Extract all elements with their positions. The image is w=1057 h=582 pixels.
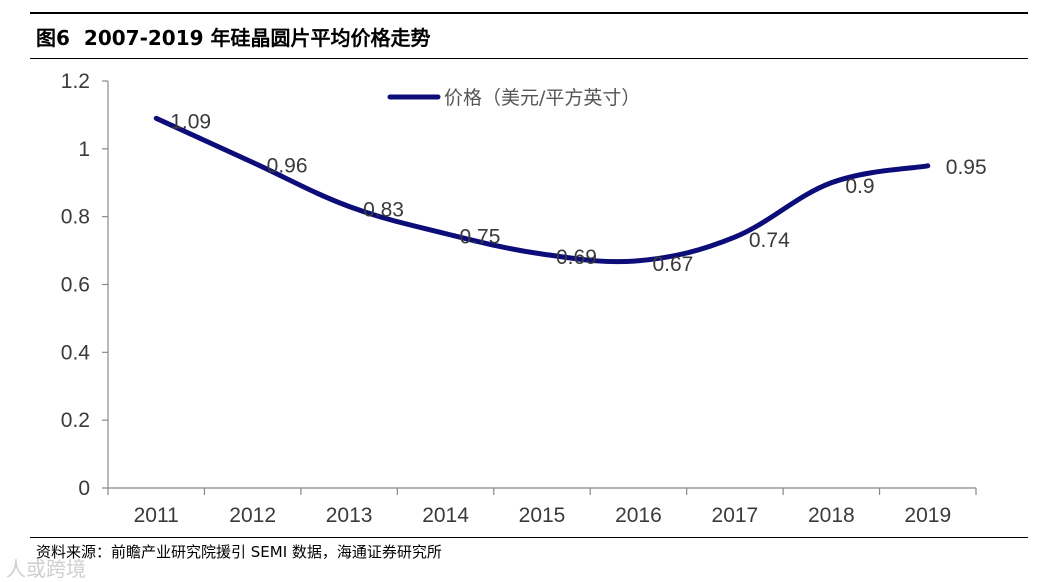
x-tick-label: 2013 xyxy=(326,504,373,527)
watermark: 人或跨境 xyxy=(6,557,86,581)
figure-title-text: 2007-2019 年硅晶圆片平均价格走势 xyxy=(83,26,431,50)
figure-number: 图6 xyxy=(36,26,70,50)
data-label: 0.83 xyxy=(363,198,404,221)
top-rule xyxy=(30,12,1028,14)
y-tick-label: 1.2 xyxy=(61,70,90,93)
x-tick-label: 2019 xyxy=(904,504,951,527)
data-label: 0.74 xyxy=(749,229,790,252)
x-tick-label: 2014 xyxy=(422,504,469,527)
y-tick-label: 0.2 xyxy=(61,409,90,432)
data-label: 0.69 xyxy=(556,246,597,269)
y-tick-label: 0.4 xyxy=(61,341,91,364)
axes xyxy=(102,80,977,495)
x-tick-label: 2017 xyxy=(712,504,759,527)
x-tick-label: 2016 xyxy=(615,504,662,527)
x-tick-label: 2011 xyxy=(134,504,179,527)
x-tick-label: 2018 xyxy=(808,504,855,527)
data-labels: 1.09 0.96 0.83 0.75 0.69 0.67 0.74 0.9 0.95 xyxy=(170,110,986,275)
tick-labels: 0 0.2 0.4 0.6 0.8 1 1.2 2011 2012 2013 2014 2015 201… xyxy=(61,70,951,527)
source-note: 资料来源：前瞻产业研究院援引 SEMI 数据，海通证券研究所 xyxy=(36,543,442,561)
y-tick-label: 0 xyxy=(78,477,90,500)
legend: 价格（美元/平方英寸） xyxy=(387,87,640,109)
legend-label: 价格（美元/平方英寸） xyxy=(444,87,640,109)
bottom-rule xyxy=(30,537,1028,538)
data-label: 1.09 xyxy=(170,110,211,133)
y-tick-label: 0.6 xyxy=(61,274,90,297)
figure-title: 图6 2007-2019 年硅晶圆片平均价格走势 xyxy=(36,22,431,51)
data-label: 0.9 xyxy=(845,175,874,198)
data-label: 0.75 xyxy=(460,226,501,249)
x-tick-label: 2015 xyxy=(519,504,566,527)
title-rule xyxy=(30,58,1028,59)
x-tick-label: 2012 xyxy=(229,504,276,527)
data-label: 0.95 xyxy=(946,156,987,179)
series-line-price xyxy=(153,115,931,265)
y-tick-label: 0.8 xyxy=(61,206,90,229)
y-tick-label: 1 xyxy=(78,138,90,161)
data-label: 0.96 xyxy=(267,154,308,177)
data-label: 0.67 xyxy=(652,253,693,276)
